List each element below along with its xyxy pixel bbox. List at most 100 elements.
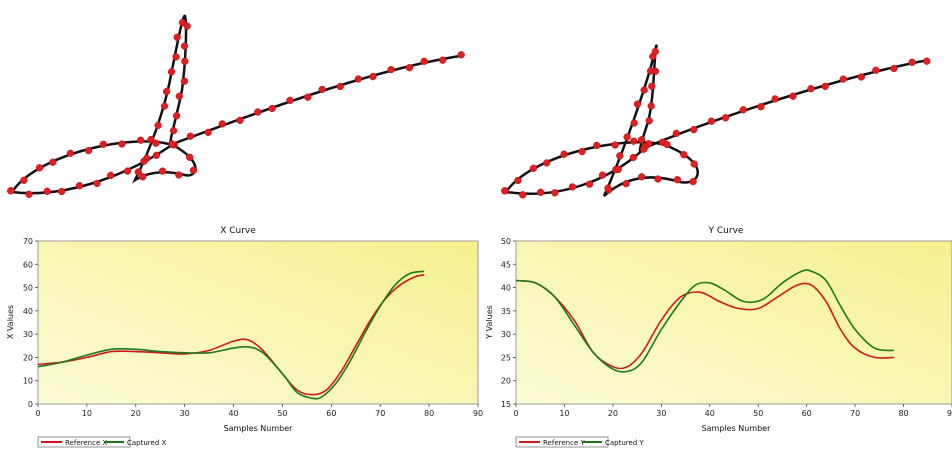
sample-point (172, 53, 180, 61)
y-tick-label: 10 (23, 377, 33, 386)
y-axis-label: X Values (6, 305, 15, 339)
x-tick-label: 80 (898, 409, 908, 418)
legend-label-reference-x: Reference X (65, 439, 107, 447)
sample-point (568, 183, 577, 191)
x-tick-label: 0 (35, 409, 40, 418)
y-tick-label: 35 (501, 307, 511, 316)
y-axis-ticks: 15 20 25 30 35 40 45 50 (501, 237, 516, 409)
legend-box (37, 436, 131, 448)
sample-point (637, 136, 646, 144)
sample-point (630, 137, 638, 145)
y-axis-label: Y Values (485, 305, 494, 340)
sample-point (189, 166, 198, 174)
sample-point (673, 176, 682, 184)
sample-point (173, 33, 181, 41)
series-line-reference-y (515, 279, 894, 370)
sample-point (872, 66, 880, 74)
sample-point (147, 135, 155, 144)
sample-point (139, 173, 147, 181)
sample-point (638, 173, 646, 181)
sample-point (543, 159, 551, 167)
sample-point (578, 147, 586, 156)
sample-point (585, 180, 594, 188)
sample-point (158, 167, 167, 175)
sample-point (20, 176, 28, 184)
sample-point (658, 138, 667, 146)
sample-point (175, 92, 183, 100)
sample-point (598, 171, 607, 179)
sample-point (162, 87, 171, 96)
x-tick-label: 90 (473, 409, 483, 418)
chart-title: X Curve (220, 226, 256, 236)
x-curve-chart: X Curve 0 10 20 30 40 50 60 70 0 10 20 30 40 50 60 70 8… (6, 226, 483, 448)
y-tick-label: 50 (23, 284, 33, 293)
sample-point (614, 165, 622, 174)
x-axis-ticks: 0 10 20 30 40 50 60 70 80 90 (35, 404, 483, 418)
sample-point (640, 86, 648, 94)
sample-point (137, 136, 145, 144)
sample-point (604, 184, 612, 192)
sample-point (654, 175, 662, 183)
sample-point (807, 85, 815, 93)
sample-point (369, 72, 377, 81)
y-tick-label: 15 (501, 400, 511, 409)
sample-point (84, 146, 93, 155)
x-tick-label: 20 (131, 409, 141, 418)
x-tick-label: 10 (82, 409, 92, 418)
sample-point (180, 77, 189, 85)
sample-point (318, 85, 326, 94)
sample-point (514, 176, 522, 185)
y-tick-label: 20 (501, 377, 511, 386)
sample-point (629, 153, 637, 162)
sample-point (651, 47, 659, 56)
sample-point (739, 106, 747, 114)
x-tick-label: 40 (705, 409, 715, 418)
x-tick-label: 0 (513, 409, 518, 418)
x-tick-label: 30 (656, 409, 666, 418)
y-axis-ticks: 0 10 20 30 40 50 60 70 (23, 237, 38, 409)
y-tick-label: 60 (23, 260, 33, 269)
chart-title: Y Curve (708, 226, 744, 236)
sample-point (183, 22, 191, 30)
sample-point (560, 150, 568, 158)
y-tick-label: 70 (23, 237, 33, 246)
signature-image-right (501, 44, 931, 199)
sample-point (7, 187, 15, 195)
legend-box (515, 436, 609, 448)
series-lines (37, 270, 425, 400)
x-tick-label: 50 (753, 409, 763, 418)
sample-point (648, 82, 656, 90)
sample-point (172, 112, 181, 120)
sample-point (123, 167, 132, 175)
legend: Reference Y Captured Y (515, 436, 645, 448)
sample-point (336, 82, 344, 91)
x-tick-label: 30 (180, 409, 190, 418)
x-tick-label: 50 (277, 409, 287, 418)
sample-point (672, 129, 680, 138)
sample-point (25, 190, 33, 198)
sample-point (611, 141, 619, 149)
sample-point (616, 152, 624, 160)
sample-point (529, 164, 538, 172)
plot-area (515, 240, 952, 405)
sample-point (66, 149, 75, 157)
sample-point (43, 187, 51, 195)
sample-point (152, 151, 161, 159)
sample-point (57, 187, 66, 196)
sample-point (651, 67, 660, 75)
x-tick-label: 60 (326, 409, 336, 418)
sample-point (680, 151, 688, 159)
sample-point (35, 164, 44, 172)
sample-point (107, 171, 115, 180)
x-tick-label: 60 (802, 409, 812, 418)
sample-point (268, 104, 276, 113)
sample-point (857, 73, 865, 81)
sample-point (690, 125, 698, 134)
sample-point (236, 116, 244, 124)
x-tick-label: 70 (375, 409, 385, 418)
signature-sample-points (501, 47, 931, 199)
legend-label-reference-y: Reference Y (543, 439, 585, 447)
y-tick-label: 40 (23, 307, 33, 316)
series-line-captured-x (37, 270, 425, 400)
